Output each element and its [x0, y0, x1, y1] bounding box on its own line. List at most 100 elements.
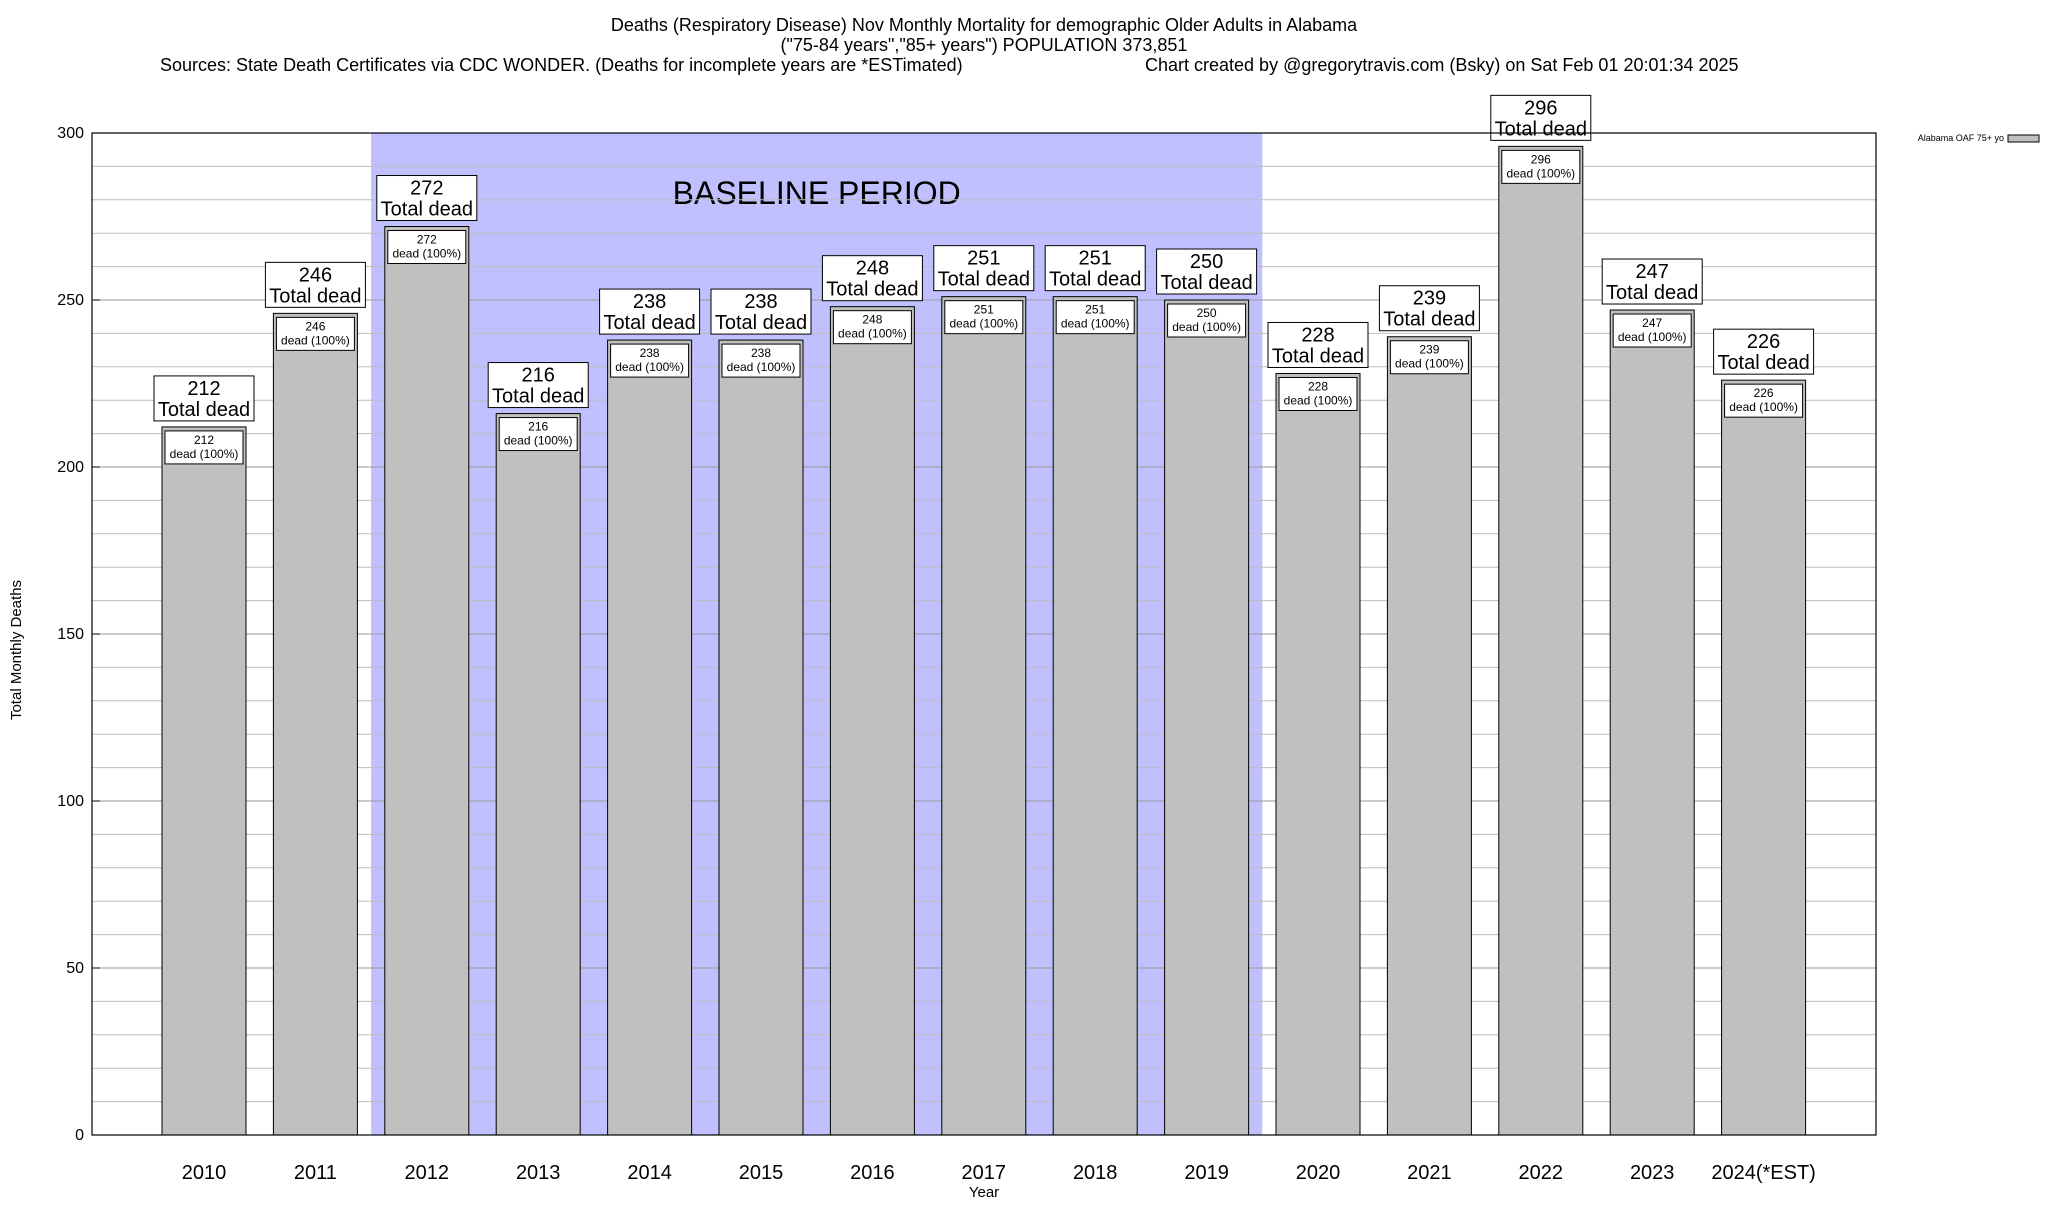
inner-label-box — [944, 300, 1024, 335]
inner-label-box — [275, 316, 355, 351]
baseline-label: BASELINE PERIOD — [673, 175, 961, 211]
bar-2019 — [1164, 299, 1250, 1136]
total-text-label: Total dead — [1717, 352, 1809, 374]
inner-pct-label: dead (100%) — [1506, 166, 1575, 180]
bar-2013 — [495, 413, 581, 1136]
chart-sources: Sources: State Death Certificates via CD… — [160, 55, 963, 75]
total-label-box — [376, 175, 478, 222]
x-tick-label: 2020 — [1296, 1162, 1341, 1184]
x-tick-label: 2023 — [1630, 1162, 1675, 1184]
inner-pct-label: dead (100%) — [615, 360, 684, 374]
total-label-box — [264, 261, 366, 308]
bar-2023 — [1609, 309, 1695, 1136]
inner-value-label: 212 — [194, 433, 214, 447]
chart-subtitle: ("75-84 years","85+ years") POPULATION 3… — [781, 35, 1188, 55]
inner-pct-label: dead (100%) — [1172, 320, 1241, 334]
total-label-box — [1378, 285, 1480, 332]
total-value-label: 296 — [1524, 97, 1557, 119]
total-label-box — [153, 375, 255, 422]
y-tick-label: 100 — [57, 793, 84, 810]
total-value-label: 251 — [967, 248, 1000, 270]
total-label-box — [710, 288, 812, 335]
total-label-box — [1044, 245, 1146, 292]
total-value-label: 251 — [1079, 248, 1112, 270]
total-value-label: 250 — [1190, 251, 1223, 273]
x-tick-label: 2013 — [516, 1162, 561, 1184]
bar-2014 — [607, 339, 693, 1136]
bar-2022 — [1498, 145, 1584, 1136]
inner-value-label: 248 — [862, 313, 882, 327]
total-value-label: 246 — [299, 264, 332, 286]
inner-pct-label: dead (100%) — [1061, 317, 1130, 331]
inner-pct-label: dead (100%) — [949, 317, 1018, 331]
inner-pct-label: dead (100%) — [1729, 400, 1798, 414]
inner-value-label: 226 — [1754, 386, 1774, 400]
y-tick-label: 150 — [57, 626, 84, 643]
total-label-box — [821, 255, 923, 302]
total-label-box — [487, 362, 589, 409]
total-value-label: 272 — [410, 178, 443, 200]
bar-2011 — [272, 312, 358, 1136]
inner-label-box — [1055, 300, 1135, 335]
total-label-box — [599, 288, 701, 335]
total-label-box — [1713, 328, 1815, 375]
inner-pct-label: dead (100%) — [392, 247, 461, 261]
inner-pct-label: dead (100%) — [838, 327, 907, 341]
inner-pct-label: dead (100%) — [281, 333, 350, 347]
inner-value-label: 246 — [305, 319, 325, 333]
y-tick-label: 0 — [75, 1127, 84, 1144]
inner-value-label: 247 — [1642, 316, 1662, 330]
total-value-label: 238 — [744, 291, 777, 313]
legend-label: Alabama OAF 75+ yo — [1918, 133, 2004, 143]
y-tick-label: 200 — [57, 459, 84, 476]
inner-pct-label: dead (100%) — [504, 434, 573, 448]
inner-value-label: 251 — [974, 303, 994, 317]
bar-2020 — [1275, 372, 1361, 1136]
y-axis-label: Total Monthly Deaths — [8, 580, 25, 720]
total-label-box — [933, 245, 1035, 292]
inner-label-box — [498, 417, 578, 452]
bar-2012 — [384, 226, 470, 1136]
bar-2024(*EST) — [1721, 379, 1807, 1136]
inner-value-label: 296 — [1531, 152, 1551, 166]
total-text-label: Total dead — [938, 269, 1030, 291]
inner-value-label: 251 — [1085, 303, 1105, 317]
x-tick-label: 2016 — [850, 1162, 895, 1184]
inner-pct-label: dead (100%) — [1395, 357, 1464, 371]
total-text-label: Total dead — [603, 312, 695, 334]
inner-pct-label: dead (100%) — [1618, 330, 1687, 344]
total-value-label: 248 — [856, 258, 889, 280]
chart-credit: Chart created by @gregorytravis.com (Bsk… — [1145, 55, 1739, 75]
total-value-label: 247 — [1636, 261, 1669, 283]
chart-title: Deaths (Respiratory Disease) Nov Monthly… — [611, 15, 1358, 35]
x-axis-label: Year — [969, 1184, 999, 1200]
x-tick-label: 2019 — [1184, 1162, 1229, 1184]
inner-value-label: 238 — [751, 346, 771, 360]
total-text-label: Total dead — [158, 399, 250, 421]
x-tick-label: 2011 — [294, 1162, 337, 1184]
total-text-label: Total dead — [492, 386, 584, 408]
bar-2017 — [941, 296, 1027, 1136]
total-text-label: Total dead — [826, 279, 918, 301]
inner-value-label: 239 — [1419, 343, 1439, 357]
x-tick-label: 2015 — [739, 1162, 784, 1184]
legend-swatch — [2007, 134, 2040, 143]
total-label-box — [1267, 321, 1369, 368]
x-tick-label: 2017 — [962, 1162, 1007, 1184]
y-tick-label: 300 — [57, 125, 84, 142]
inner-label-box — [721, 343, 801, 378]
x-tick-label: 2018 — [1073, 1162, 1118, 1184]
inner-value-label: 250 — [1197, 306, 1217, 320]
bar-2016 — [829, 306, 915, 1136]
total-label-box — [1156, 248, 1258, 295]
y-tick-label: 50 — [66, 960, 84, 977]
x-tick-label: 2021 — [1407, 1162, 1452, 1184]
total-text-label: Total dead — [1049, 269, 1141, 291]
x-tick-label: 2010 — [182, 1162, 227, 1184]
total-text-label: Total dead — [715, 312, 807, 334]
inner-pct-label: dead (100%) — [727, 360, 796, 374]
y-tick-label: 250 — [57, 292, 84, 309]
total-text-label: Total dead — [381, 199, 473, 221]
